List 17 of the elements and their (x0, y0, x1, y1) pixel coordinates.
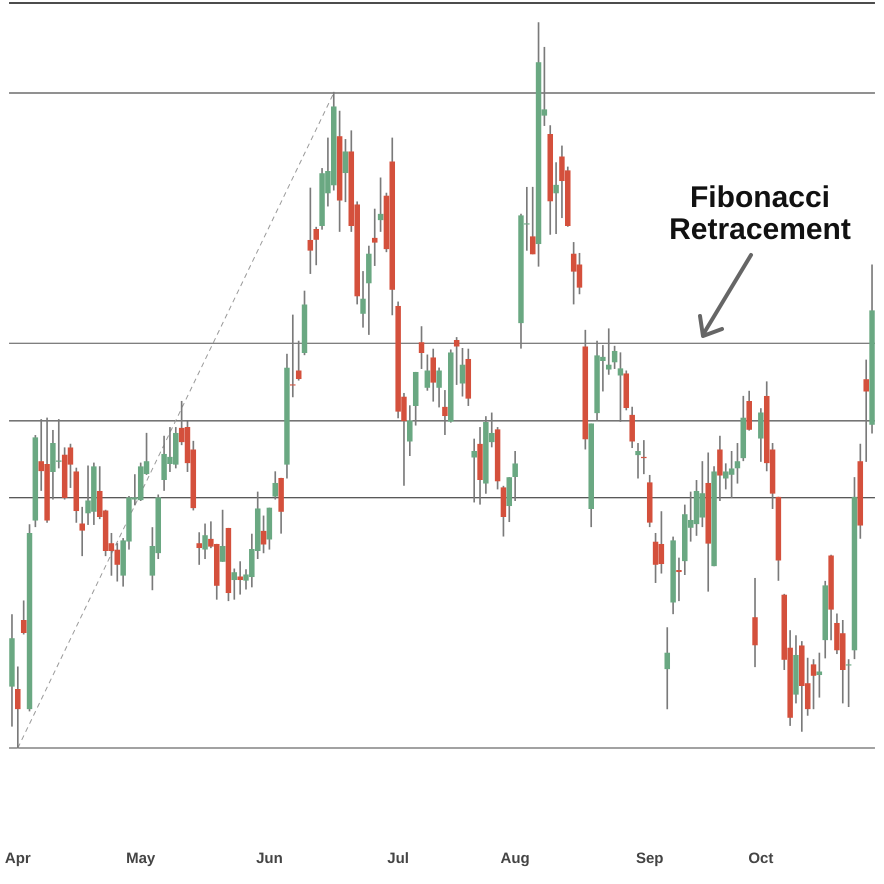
candlestick (290, 314, 296, 398)
candlestick (618, 352, 624, 422)
x-tick-label: Oct (748, 850, 774, 868)
candlestick (418, 326, 424, 369)
x-tick-label: May (126, 850, 156, 868)
candlestick (676, 558, 682, 602)
candlestick (378, 178, 384, 232)
x-tick-label: Jul (387, 850, 409, 868)
x-tick-label: Jun (256, 850, 283, 868)
candlestick (635, 443, 641, 479)
candlestick (810, 659, 816, 710)
x-tick-label: Sep (636, 850, 664, 868)
x-tick-label: Aug (500, 850, 530, 868)
x-tick-label: Apr (4, 850, 31, 868)
annotation: Fibonacci Retracement (668, 181, 852, 246)
candlestick (734, 443, 740, 484)
candlestick (442, 390, 448, 435)
